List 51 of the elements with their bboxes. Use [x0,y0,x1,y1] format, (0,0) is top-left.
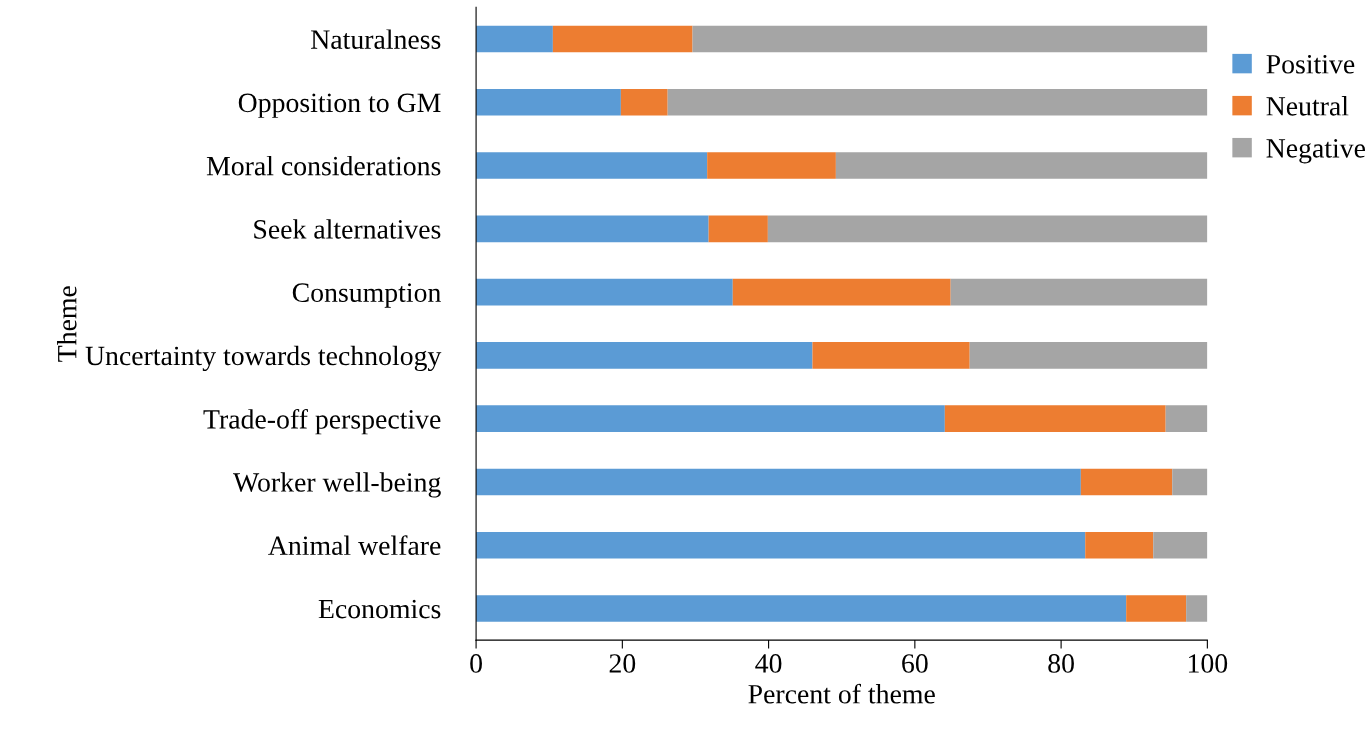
bar [835,152,1208,179]
bar [692,25,1208,53]
x-tick-label: 20 [609,654,636,673]
bar [707,152,836,179]
bar [476,25,553,53]
bar [1085,531,1154,559]
bar [476,89,621,116]
bar [476,531,1086,559]
y-tick-label: Animal welfare [268,535,441,556]
bar [708,215,768,243]
legend-label: Negative [1266,138,1365,164]
legend-label: Positive [1266,54,1355,74]
bar [1186,595,1208,622]
x-tick-label: 60 [902,654,928,673]
y-tick-label: Consumption [292,283,441,308]
bar [969,342,1208,369]
bar [620,89,668,116]
bar [476,595,1127,622]
y-tick-label: Naturalness [311,29,441,49]
bar [476,342,813,369]
bar [944,405,1166,432]
y-axis-title: Theme [57,286,77,362]
y-tick-label: Moral considerations [206,155,441,176]
bar [476,278,733,306]
bar [667,89,1208,116]
bar [1172,468,1208,496]
y-tick-label: Opposition to GM [238,93,441,118]
y-tick-label: Uncertainty towards technology [85,345,442,372]
bar [1165,405,1208,432]
bar [1153,531,1208,559]
y-tick-label: Seek alternatives [254,219,441,239]
bar [732,278,951,306]
y-tick-label: Economics [318,599,441,619]
bar [476,215,709,243]
bar [476,405,945,432]
x-axis-title: Percent of theme [748,683,935,704]
bar [1126,595,1187,622]
bar [767,215,1208,243]
bar [812,342,970,369]
x-tick-label: 40 [755,654,782,673]
legend-label: Neutral [1266,96,1349,116]
x-tick-label: 0 [470,654,482,673]
x-tick-label: 80 [1048,654,1074,673]
bar [476,468,1081,496]
y-tick-label: Trade-off perspective [203,408,441,435]
bar [950,278,1208,306]
bar [552,25,693,53]
y-tick-label: Worker well-being [233,472,441,498]
bar [476,152,708,179]
bar [1080,468,1173,496]
x-tick-label: 100 [1188,654,1228,673]
